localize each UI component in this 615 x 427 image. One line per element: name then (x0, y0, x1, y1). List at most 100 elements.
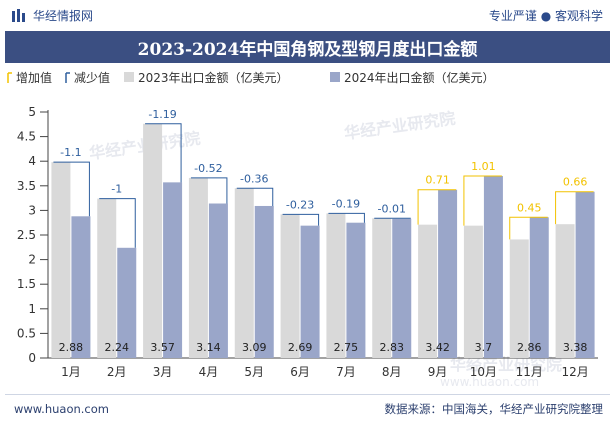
chart-title-band: 2023-2024年中国角钢及型钢月度出口金额 (5, 31, 610, 63)
legend-label-decrease: 减少值 (74, 70, 110, 85)
x-tick-label: 11月 (516, 365, 543, 379)
change-label: -0.01 (378, 202, 406, 215)
bar-2023 (326, 213, 346, 358)
y-tick-label: 5 (28, 105, 36, 119)
change-bracket (190, 177, 228, 204)
change-bracket (463, 175, 502, 226)
footer-url: www.huaon.com (14, 402, 109, 416)
change-label: -0.23 (286, 198, 314, 211)
bar-2023 (280, 214, 300, 358)
x-tick-label: 3月 (153, 365, 173, 379)
change-label: -0.36 (240, 172, 268, 185)
footer: www.huaon.com 数据来源：中国海关，华经产业研究院整理 (0, 396, 615, 422)
change-bracket (236, 187, 274, 206)
change-label: 0.71 (425, 174, 450, 187)
y-tick-label: 1.5 (17, 277, 36, 291)
bar-2024 (438, 189, 458, 358)
bar-2024 (71, 216, 91, 358)
x-tick-label: 1月 (61, 365, 81, 379)
bar-2023 (372, 218, 392, 358)
bar-value-label: 2.69 (288, 341, 313, 354)
legend-label-2024: 2024年出口金额（亿美元） (344, 70, 495, 85)
x-tick-label: 10月 (470, 365, 497, 379)
bar-2024 (163, 182, 183, 358)
y-tick-label: 2.5 (17, 228, 36, 242)
footer-divider (5, 394, 610, 395)
bar-2024 (529, 217, 549, 358)
change-bracket (555, 191, 594, 225)
change-bracket (145, 123, 182, 183)
x-tick-label: 12月 (561, 365, 588, 379)
brand-name: 华经情报网 (33, 8, 94, 23)
legend-label-2023: 2023年出口金额（亿美元） (138, 70, 289, 85)
brand: 华经情报网 (12, 7, 93, 24)
x-tick-label: 4月 (199, 365, 219, 379)
legend-swatch-2023 (124, 72, 134, 82)
bar-2023 (97, 198, 117, 358)
bar-2024 (208, 203, 228, 358)
footer-source: 数据来源：中国海关，华经产业研究院整理 (384, 402, 604, 416)
bar-value-label: 3.14 (196, 341, 221, 354)
x-tick-label: 9月 (428, 365, 448, 379)
chart-title: 2023-2024年中国角钢及型钢月度出口金额 (137, 39, 478, 60)
bar-value-label: 3.7 (475, 341, 493, 354)
change-bracket (99, 198, 136, 248)
bar-2023 (555, 224, 575, 358)
bar-2024 (117, 247, 137, 358)
bar-value-label: 3.57 (150, 341, 175, 354)
bar-2023 (188, 177, 208, 358)
bar-2024 (575, 191, 595, 358)
bar-2023 (463, 225, 483, 358)
x-tick-label: 5月 (244, 365, 264, 379)
change-label: 0.66 (563, 176, 588, 189)
bar-2023 (143, 123, 163, 358)
bar-value-label: 2.24 (105, 341, 130, 354)
change-label: -1 (111, 183, 122, 196)
bar-2023 (234, 188, 254, 358)
y-tick-label: 0.5 (17, 326, 36, 340)
change-label: -0.52 (194, 162, 222, 175)
change-label: -1.19 (148, 108, 176, 121)
x-tick-label: 2月 (107, 365, 127, 379)
top-bar: 华经情报网 专业严谨 ● 客观科学 (0, 0, 615, 30)
y-tick-label: 3 (28, 203, 36, 217)
change-bracket (328, 212, 365, 223)
watermark-text: 华经产业研究院 (450, 355, 562, 374)
watermark-text: www.huaon.com (440, 375, 539, 389)
logo-icon (12, 8, 25, 22)
bar-2024 (483, 175, 503, 358)
change-bracket (282, 213, 320, 226)
change-bracket (53, 161, 90, 217)
bar-value-label: 2.86 (517, 341, 542, 354)
bar-2023 (418, 224, 438, 358)
bar-value-label: 2.75 (334, 341, 359, 354)
y-tick-label: 4 (28, 154, 36, 168)
change-bracket (417, 189, 457, 225)
change-label: 0.45 (517, 201, 542, 214)
bar-value-label: 3.42 (425, 341, 450, 354)
y-tick-label: 1 (28, 302, 36, 316)
y-tick-label: 4.5 (17, 130, 36, 144)
y-tick-label: 3.5 (17, 179, 36, 193)
bar-2024 (392, 218, 412, 358)
change-label: -0.19 (332, 197, 360, 210)
bar-2023 (509, 239, 529, 358)
legend-label-increase: 增加值 (16, 70, 52, 85)
bar-2023 (51, 162, 71, 358)
slogan: 专业严谨 ● 客观科学 (488, 8, 603, 23)
bar-2024 (346, 222, 366, 358)
bar-2024 (254, 205, 274, 358)
bar-chart: 华经产业研究院华经产业研究院华经产业研究院www.huaon.com增加值减少值… (7, 70, 598, 389)
y-tick-label: 2 (28, 253, 36, 267)
x-tick-label: 7月 (336, 365, 356, 379)
watermark-text: 华经产业研究院 (343, 109, 457, 143)
change-label: 1.01 (471, 160, 496, 173)
bar-2024 (300, 225, 320, 358)
bar-value-label: 2.88 (59, 341, 84, 354)
change-label: -1.1 (60, 146, 81, 159)
bar-value-label: 3.38 (563, 341, 588, 354)
legend-swatch-2024 (330, 72, 340, 82)
x-tick-label: 8月 (382, 365, 402, 379)
y-tick-label: 0 (28, 351, 36, 365)
bar-value-label: 3.09 (242, 341, 267, 354)
